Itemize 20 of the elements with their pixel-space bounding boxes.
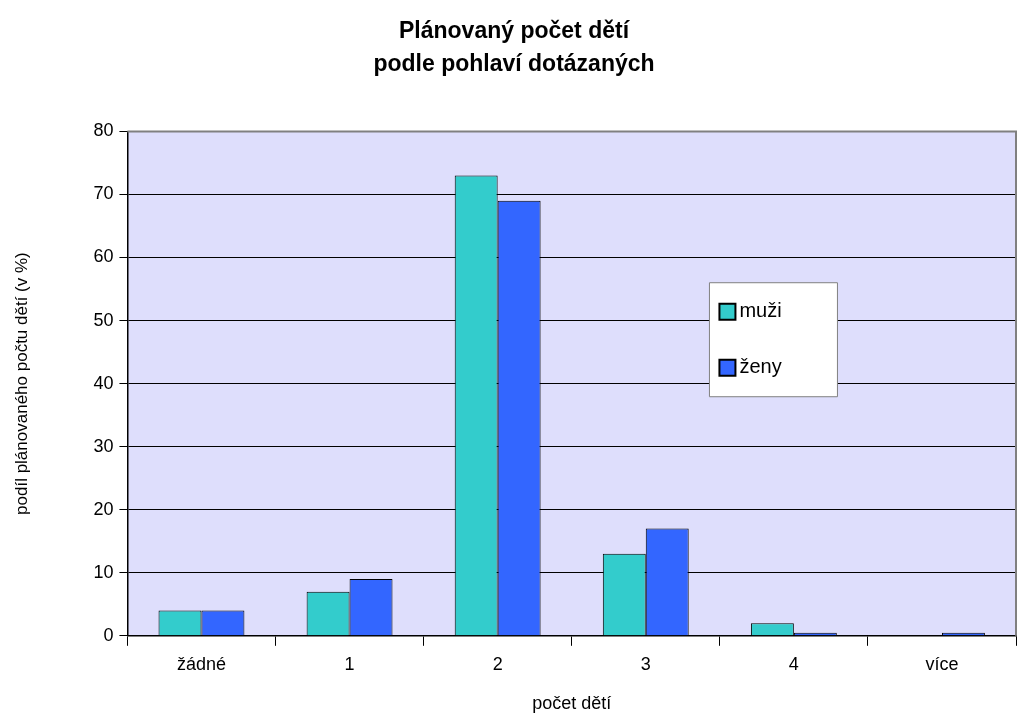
- y-tick-label: 40: [93, 372, 114, 393]
- legend-label: muži: [739, 299, 782, 322]
- legend-label: ženy: [739, 355, 782, 378]
- chart-title: Plánovaný počet dětí podle pohlaví dotázaných: [373, 17, 655, 76]
- y-tick-label: 60: [93, 246, 114, 267]
- x-axis-title: počet dětí: [532, 693, 612, 714]
- x-tick-label: 4: [788, 653, 799, 674]
- y-tick-label: 50: [93, 309, 114, 330]
- y-tick-label: 0: [103, 624, 114, 645]
- x-tick-label: 2: [492, 653, 503, 674]
- y-tick-label: 80: [93, 120, 114, 141]
- x-tick-label: žádné: [176, 653, 226, 674]
- y-axis-title: podíl plánovaného počtu dětí (v %): [11, 252, 31, 515]
- x-tick-label: 1: [344, 653, 355, 674]
- y-tick-label: 10: [93, 561, 114, 582]
- x-tick-label: více: [925, 653, 959, 674]
- y-tick-label: 20: [93, 498, 114, 519]
- x-tick-label: 3: [640, 653, 651, 674]
- y-tick-label: 70: [93, 183, 114, 204]
- y-tick-label: 30: [93, 435, 114, 456]
